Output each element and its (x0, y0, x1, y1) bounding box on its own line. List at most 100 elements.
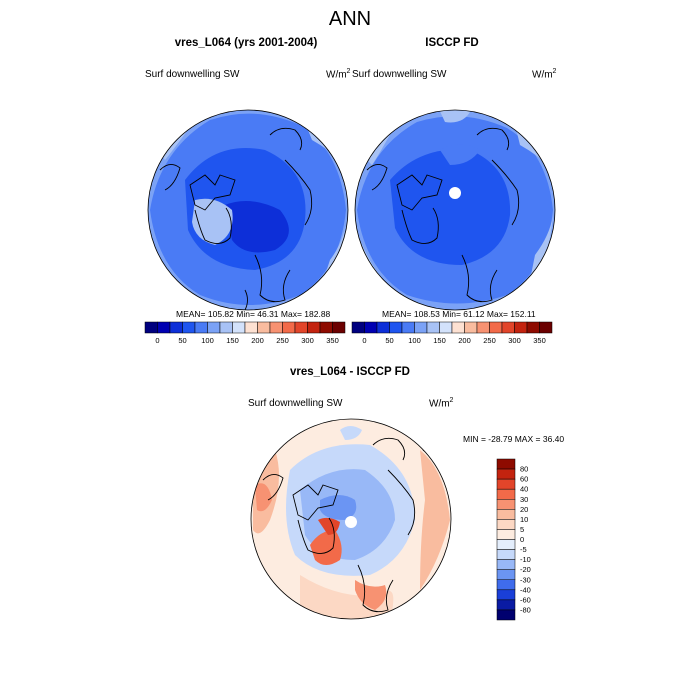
colorbar-3-swatch (496, 609, 516, 621)
colorbar-2-swatch (401, 321, 415, 334)
colorbar-1-swatch (269, 321, 283, 334)
panel-3-stats: MIN = -28.79 MAX = 36.40 (463, 434, 565, 444)
colorbar-3-tick-label: 20 (520, 505, 528, 514)
colorbar-2-swatch (514, 321, 528, 334)
colorbar-2-tick-label: 200 (458, 336, 471, 345)
colorbar-3-tick-label: -5 (520, 545, 527, 554)
colorbar-2-swatch (464, 321, 478, 334)
colorbar-2-swatch (351, 321, 365, 334)
colorbar-2-tick-label: 350 (533, 336, 546, 345)
colorbar-3-swatch (496, 559, 516, 570)
colorbar-1-swatch (232, 321, 246, 334)
map-3-outline (250, 418, 452, 620)
colorbar-1-swatch (194, 321, 208, 334)
colorbar-3-tick-label: 60 (520, 475, 528, 484)
colorbar-3-tick-label: -10 (520, 555, 531, 564)
colorbar-3-swatch (496, 499, 516, 510)
colorbar-1-swatch (144, 321, 158, 334)
map-2-outline (354, 109, 556, 311)
panel-3-units-label: W/m2 (429, 397, 454, 410)
panel-1-title: vres_L064 (yrs 2001-2004) (174, 37, 318, 49)
colorbar-3-swatch (496, 549, 516, 560)
colorbar-1-swatch (319, 321, 333, 334)
colorbar-2-swatch (489, 321, 503, 334)
colorbar-3-tick-label: -20 (520, 565, 531, 574)
colorbar-1-swatch (332, 321, 346, 334)
colorbar-3-swatch (496, 519, 516, 530)
colorbar-3-tick-label: -80 (520, 605, 531, 614)
map-3 (251, 419, 451, 619)
panel-3-variable-label: Surf downwelling SW (248, 398, 343, 409)
panel-2-stats: MEAN= 108.53 Min= 61.12 Max= 152.11 (382, 309, 536, 319)
colorbar-1-swatch (294, 321, 308, 334)
colorbar-3-swatch (496, 509, 516, 520)
colorbar-1-tick-label: 0 (155, 336, 159, 345)
colorbar-3-swatch (496, 458, 516, 470)
colorbar-2-swatch (526, 321, 540, 334)
colorbar-2-swatch (439, 321, 453, 334)
colorbar-2-tick-label: 50 (385, 336, 393, 345)
colorbar-3-tick-label: 40 (520, 485, 528, 494)
colorbar-2-tick-label: 0 (362, 336, 366, 345)
colorbar-3-swatch (496, 589, 516, 601)
colorbar-3-tick-label: 5 (520, 525, 524, 534)
colorbar-3-swatch (496, 579, 516, 591)
colorbar-1-tick-label: 350 (326, 336, 339, 345)
colorbar-3-swatch (496, 569, 516, 580)
colorbar-1-swatch (219, 321, 233, 334)
colorbar-3-tick-label: 0 (520, 535, 524, 544)
colorbar-1-tick-label: 50 (178, 336, 186, 345)
colorbar-1-swatch (244, 321, 258, 334)
colorbar-1-tick-label: 250 (276, 336, 289, 345)
colorbar-2: 0 50 100 150 200 250 300 350 (351, 321, 553, 345)
colorbar-2-swatch (364, 321, 378, 334)
colorbar-2-swatch (426, 321, 440, 334)
colorbar-2-swatch (539, 321, 553, 334)
colorbar-2-tick-label: 300 (508, 336, 521, 345)
panel-1-stats: MEAN= 105.82 Min= 46.31 Max= 182.88 (176, 309, 331, 319)
colorbar-3-swatch (496, 539, 516, 550)
colorbar-2-swatch (414, 321, 428, 334)
colorbar-1-swatch (257, 321, 271, 334)
colorbar-1-tick-label: 100 (201, 336, 214, 345)
colorbar-2-swatch (476, 321, 490, 334)
colorbar-2-swatch (501, 321, 515, 334)
panel-2-units-label: W/m2 (532, 68, 557, 81)
colorbar-3-swatch (496, 478, 516, 490)
panel-2-title: ISCCP FD (425, 37, 479, 49)
colorbar-3-swatch (496, 599, 516, 611)
page-title: ANN (328, 8, 372, 30)
colorbar-3-tick-label: -40 (520, 585, 531, 594)
map-1 (148, 110, 348, 310)
colorbar-1-swatch (282, 321, 296, 334)
colorbar-2-swatch (376, 321, 390, 334)
colorbar-1-tick-label: 200 (251, 336, 264, 345)
colorbar-1-swatch (207, 321, 221, 334)
colorbar-2-swatch (451, 321, 465, 334)
panel-2-variable-label: Surf downwelling SW (352, 69, 447, 80)
colorbar-3-tick-label: 80 (520, 465, 528, 474)
colorbar-3-swatch (496, 488, 516, 500)
colorbar-2-swatch (389, 321, 403, 334)
colorbar-3-tick-label: -60 (520, 595, 531, 604)
colorbar-1-swatch (157, 321, 171, 334)
colorbar-1-swatch (182, 321, 196, 334)
colorbar-1-tick-label: 300 (301, 336, 314, 345)
colorbar-3-swatch (496, 529, 516, 540)
colorbar-2-tick-label: 150 (433, 336, 446, 345)
map-2 (355, 110, 555, 310)
colorbar-3-tick-label: 30 (520, 495, 528, 504)
colorbar-2-tick-label: 100 (408, 336, 421, 345)
panel-3-title: vres_L064 - ISCCP FD (290, 366, 410, 378)
panel-1-units-label: W/m2 (326, 68, 351, 81)
colorbar-3-tick-label: -30 (520, 575, 531, 584)
colorbar-3-swatch (496, 468, 516, 480)
colorbar-3-tick-label: 10 (520, 515, 528, 524)
colorbar-1: 0 50 100 150 200 250 300 350 (144, 321, 346, 345)
colorbar-1-swatch (307, 321, 321, 334)
colorbar-1-tick-label: 150 (226, 336, 239, 345)
colorbar-2-tick-label: 250 (483, 336, 496, 345)
map-1-outline (147, 109, 349, 311)
